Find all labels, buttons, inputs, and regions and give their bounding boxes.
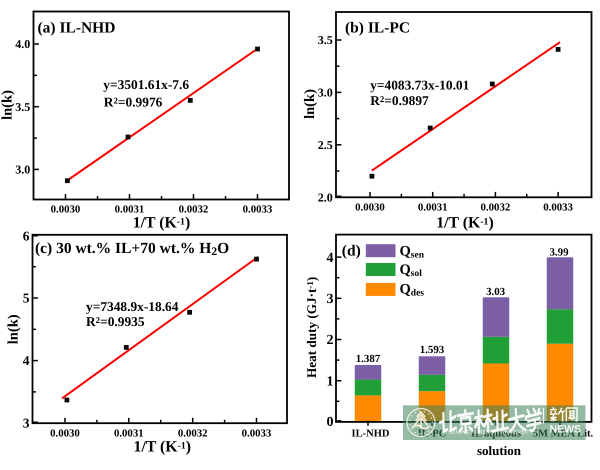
svg-text:R2=0.9897: R2=0.9897 xyxy=(370,93,429,108)
svg-text:Heat duty (GJ·t-1): Heat duty (GJ·t-1) xyxy=(304,277,319,378)
svg-text:y=4083.73x-10.01: y=4083.73x-10.01 xyxy=(370,78,469,93)
svg-text:y=3501.61x-7.6: y=3501.61x-7.6 xyxy=(103,77,189,92)
svg-text:4: 4 xyxy=(23,353,30,368)
svg-text:1/T (K-1): 1/T (K-1) xyxy=(436,215,493,232)
svg-text:3: 3 xyxy=(23,415,30,430)
svg-text:0.0032: 0.0032 xyxy=(178,427,208,439)
svg-text:solution: solution xyxy=(477,443,522,458)
svg-text:0: 0 xyxy=(327,415,334,430)
svg-text:3.99: 3.99 xyxy=(549,247,569,259)
svg-text:3.5: 3.5 xyxy=(15,100,30,114)
svg-text:ln(k): ln(k) xyxy=(6,314,22,344)
svg-text:0.0031: 0.0031 xyxy=(114,427,144,439)
svg-text:BEIJING FORESTRY UNIVERSITY: BEIJING FORESTRY UNIVERSITY xyxy=(449,430,534,436)
svg-text:IL-NHD: IL-NHD xyxy=(352,429,390,440)
svg-text:1/T (K-1): 1/T (K-1) xyxy=(133,215,190,232)
svg-text:R2=0.9935: R2=0.9935 xyxy=(86,314,145,329)
svg-text:NEWS: NEWS xyxy=(550,424,582,436)
svg-text:0.0033: 0.0033 xyxy=(543,202,573,214)
svg-text:1.593: 1.593 xyxy=(420,344,445,356)
svg-text:0.0032: 0.0032 xyxy=(179,204,209,216)
svg-text:ln(k): ln(k) xyxy=(0,90,16,120)
svg-text:3.03: 3.03 xyxy=(486,286,506,298)
svg-text:0.0030: 0.0030 xyxy=(50,427,80,439)
svg-text:0.0032: 0.0032 xyxy=(481,202,511,214)
svg-text:y=7348.9x-18.64: y=7348.9x-18.64 xyxy=(86,299,179,314)
svg-text:2.5: 2.5 xyxy=(318,138,333,152)
svg-text:R2=0.9976: R2=0.9976 xyxy=(104,94,163,109)
svg-text:(c) 30 wt.% IL+70 wt.% H2O: (c) 30 wt.% IL+70 wt.% H2O xyxy=(35,240,229,258)
svg-text:3: 3 xyxy=(327,292,334,307)
svg-text:(d): (d) xyxy=(342,243,361,260)
svg-text:4: 4 xyxy=(327,251,334,266)
svg-text:5: 5 xyxy=(23,291,30,306)
svg-text:2: 2 xyxy=(327,333,334,348)
svg-text:1/T (K-1): 1/T (K-1) xyxy=(134,439,191,456)
svg-text:0.0033: 0.0033 xyxy=(242,427,272,439)
svg-text:2.0: 2.0 xyxy=(318,190,333,204)
svg-text:6: 6 xyxy=(23,228,30,243)
svg-text:1.387: 1.387 xyxy=(356,353,381,365)
svg-text:(b) IL-PC: (b) IL-PC xyxy=(345,19,410,36)
svg-text:0.0031: 0.0031 xyxy=(115,204,145,216)
svg-text:0.0030: 0.0030 xyxy=(51,204,81,216)
svg-text:ln(k): ln(k) xyxy=(302,89,318,119)
svg-text:1: 1 xyxy=(327,374,334,389)
svg-text:4.0: 4.0 xyxy=(15,37,30,51)
svg-text:3.0: 3.0 xyxy=(15,163,30,177)
svg-text:3.5: 3.5 xyxy=(318,33,333,47)
svg-text:3.0: 3.0 xyxy=(318,86,333,100)
svg-text:0.0033: 0.0033 xyxy=(243,204,273,216)
svg-text:0.0030: 0.0030 xyxy=(355,202,385,214)
svg-text:0.0031: 0.0031 xyxy=(418,202,448,214)
svg-text:(a) IL-NHD: (a) IL-NHD xyxy=(38,19,116,36)
